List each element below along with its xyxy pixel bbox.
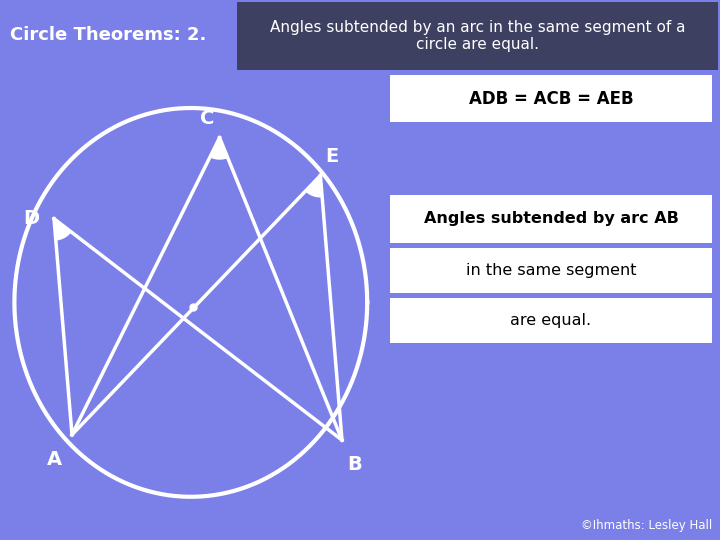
Text: ADB = ACB = AEB: ADB = ACB = AEB	[469, 90, 634, 107]
Polygon shape	[305, 176, 322, 198]
Polygon shape	[54, 219, 71, 241]
Text: E: E	[325, 146, 338, 165]
Text: Angles subtended by an arc in the same segment of a
circle are equal.: Angles subtended by an arc in the same s…	[270, 20, 685, 52]
Bar	[390, 195, 712, 243]
Text: A: A	[47, 450, 62, 469]
Text: Angles subtended by arc AB: Angles subtended by arc AB	[423, 212, 678, 226]
Text: B: B	[347, 455, 361, 474]
Text: C: C	[200, 109, 215, 127]
Text: D: D	[23, 209, 39, 228]
Bar	[390, 248, 712, 293]
Text: ©Ihmaths: Lesley Hall: ©Ihmaths: Lesley Hall	[581, 519, 712, 532]
Text: Circle Theorems: 2.: Circle Theorems: 2.	[10, 26, 207, 44]
Bar	[390, 75, 712, 122]
Bar	[390, 298, 712, 343]
Polygon shape	[210, 138, 228, 160]
Bar	[237, 2, 718, 70]
Text: in the same segment: in the same segment	[466, 263, 636, 278]
Text: are equal.: are equal.	[510, 313, 592, 328]
